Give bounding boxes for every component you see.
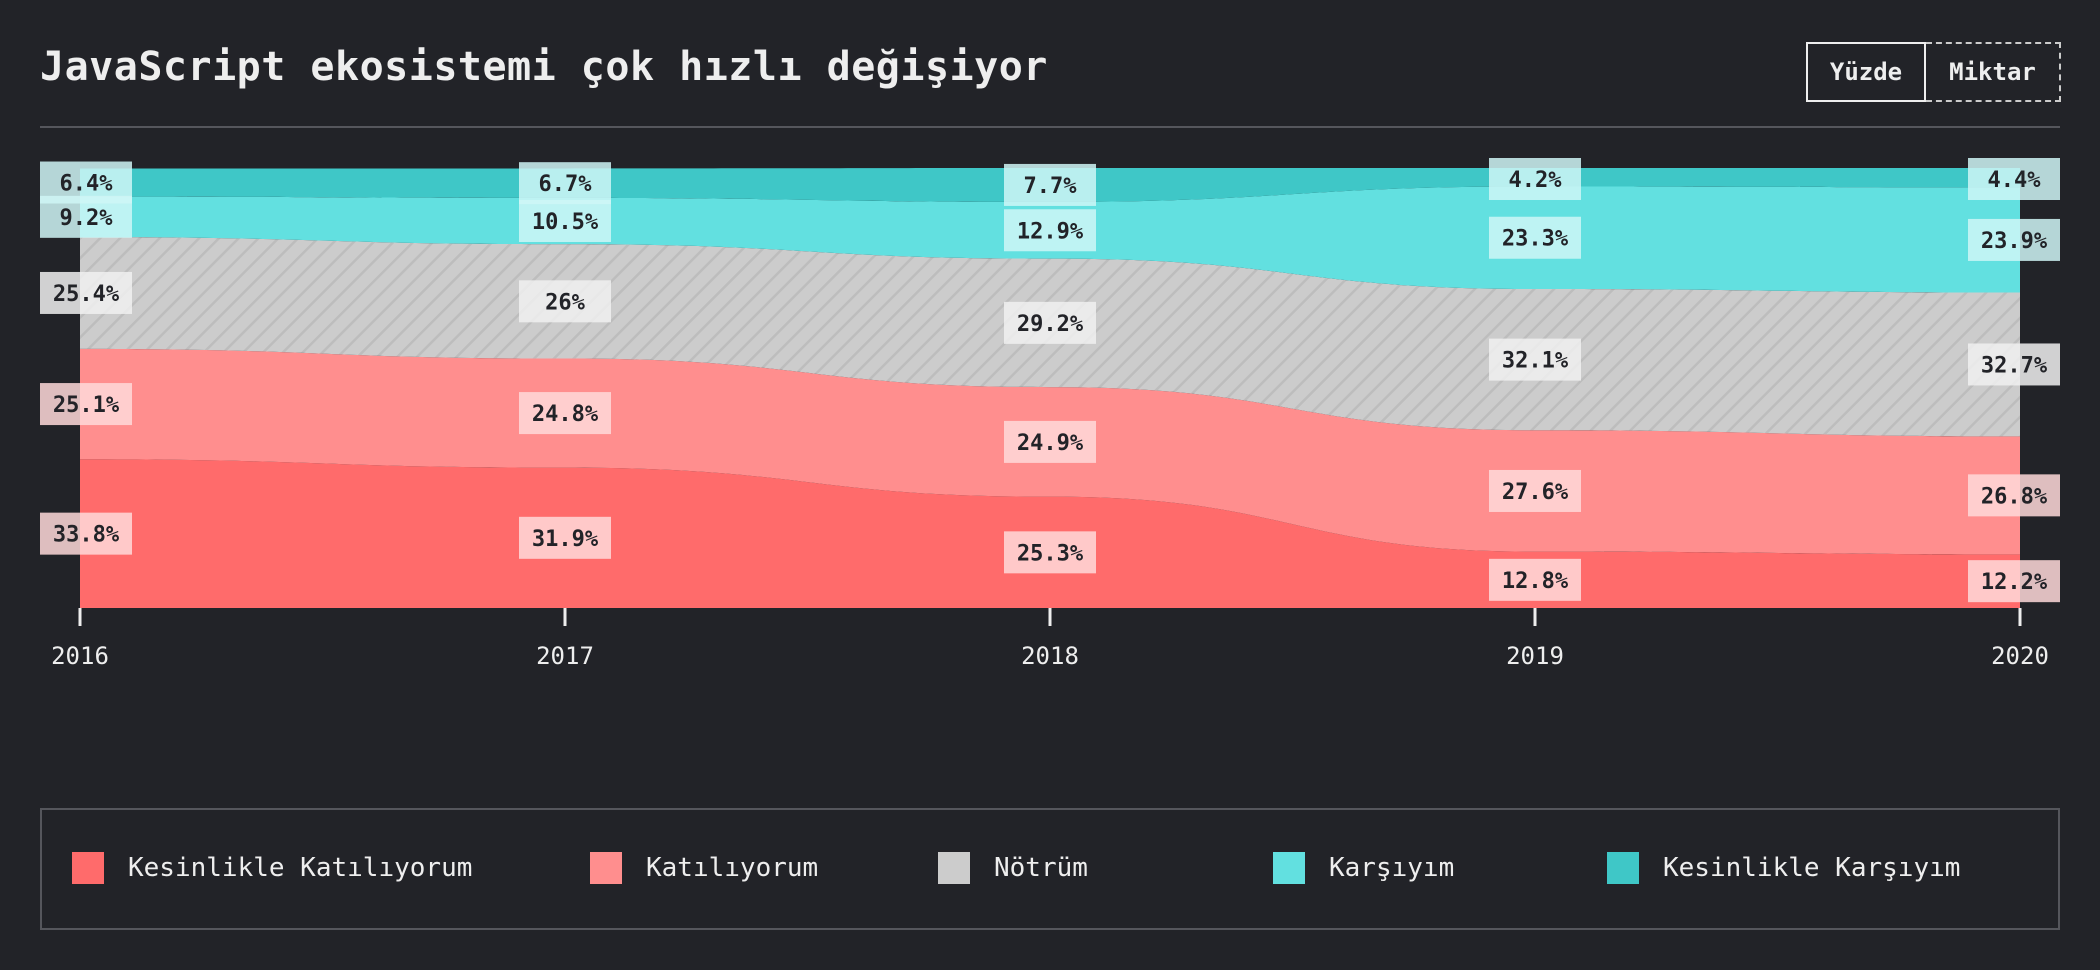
legend-swatch — [590, 852, 622, 884]
svg-text:4.2%: 4.2% — [1509, 168, 1563, 193]
data-label: 27.6% — [1489, 469, 1581, 512]
svg-text:24.9%: 24.9% — [1017, 431, 1084, 456]
chart-title: JavaScript ekosistemi çok hızlı değişiyo… — [40, 44, 1048, 90]
data-label: 4.2% — [1489, 158, 1581, 200]
data-label: 23.3% — [1489, 216, 1581, 259]
data-label: 25.1% — [40, 383, 132, 426]
x-tick-label: 2016 — [51, 642, 109, 670]
legend-item-notrum[interactable]: Nötrüm — [938, 852, 1088, 884]
legend-swatch — [72, 852, 104, 884]
x-tick-label: 2019 — [1506, 642, 1564, 670]
svg-text:4.4%: 4.4% — [1988, 168, 2042, 193]
legend-label: Karşıyım — [1329, 853, 1455, 883]
svg-text:10.5%: 10.5% — [532, 210, 599, 235]
x-tick-label: 2020 — [1991, 642, 2049, 670]
data-label: 4.4% — [1968, 158, 2060, 200]
data-label: 32.1% — [1489, 338, 1581, 381]
svg-text:31.9%: 31.9% — [532, 527, 599, 552]
svg-text:23.3%: 23.3% — [1502, 227, 1569, 252]
stacked-area-chart: 2016 2017 2018 2019 2020 33.8% 31.9% 25.3% 12.8… — [40, 158, 2060, 670]
svg-text:6.7%: 6.7% — [539, 172, 593, 197]
svg-text:12.2%: 12.2% — [1981, 570, 2048, 595]
data-label: 12.9% — [1004, 209, 1096, 252]
legend-label: Kesinlikle Katılıyorum — [128, 853, 473, 883]
data-label: 24.8% — [519, 392, 611, 435]
svg-text:12.9%: 12.9% — [1017, 219, 1084, 244]
percent-toggle-button[interactable]: Yüzde — [1806, 42, 1926, 102]
data-label: 7.7% — [1004, 163, 1096, 206]
svg-text:23.9%: 23.9% — [1981, 229, 2048, 254]
data-label: 33.8% — [40, 512, 132, 555]
view-toggle: Yüzde Miktar — [1806, 42, 2061, 102]
legend-label: Nötrüm — [994, 853, 1088, 883]
svg-text:25.4%: 25.4% — [53, 282, 120, 307]
svg-text:33.8%: 33.8% — [53, 523, 120, 548]
legend-label: Katılıyorum — [646, 853, 819, 883]
legend-swatch — [1273, 852, 1305, 884]
x-axis: 2016 2017 2018 2019 2020 — [51, 608, 2049, 670]
legend-item-kesinlikle-karsiyim[interactable]: Kesinlikle Karşıyım — [1607, 852, 1960, 884]
svg-text:24.8%: 24.8% — [532, 402, 599, 427]
data-label: 26.8% — [1968, 474, 2060, 517]
title-divider — [40, 126, 2060, 128]
data-label: 10.5% — [519, 200, 611, 243]
legend-label: Kesinlikle Karşıyım — [1663, 853, 1961, 883]
data-label: 12.2% — [1968, 560, 2060, 603]
svg-text:25.1%: 25.1% — [53, 393, 120, 418]
svg-text:32.7%: 32.7% — [1981, 353, 2048, 378]
data-label: 6.7% — [519, 162, 611, 205]
svg-text:12.8%: 12.8% — [1502, 569, 1569, 594]
svg-text:6.4%: 6.4% — [60, 172, 114, 197]
svg-text:25.3%: 25.3% — [1017, 541, 1084, 566]
data-label: 25.4% — [40, 271, 132, 314]
data-label: 12.8% — [1489, 558, 1581, 601]
svg-text:27.6%: 27.6% — [1502, 480, 1569, 505]
value-labels: 33.8% 31.9% 25.3% 12.8% 12.2% 25.1% 24.8% 24.9%… — [40, 158, 2060, 603]
svg-text:26%: 26% — [545, 290, 585, 315]
legend-item-kesinlikle-katiliyorum[interactable]: Kesinlikle Katılıyorum — [72, 852, 472, 884]
svg-text:9.2%: 9.2% — [60, 206, 114, 231]
data-label: 23.9% — [1968, 218, 2060, 261]
svg-text:32.1%: 32.1% — [1502, 349, 1569, 374]
data-label: 25.3% — [1004, 531, 1096, 574]
count-toggle-button[interactable]: Miktar — [1926, 42, 2061, 102]
data-label: 26% — [519, 280, 611, 323]
data-label: 31.9% — [519, 516, 611, 559]
x-tick-label: 2018 — [1021, 642, 1079, 670]
legend: Kesinlikle Katılıyorum Katılıyorum Nötrü… — [40, 808, 2060, 930]
data-label: 29.2% — [1004, 301, 1096, 344]
legend-swatch — [1607, 852, 1639, 884]
legend-item-karsiyim[interactable]: Karşıyım — [1273, 852, 1454, 884]
legend-swatch — [938, 852, 970, 884]
x-tick-label: 2017 — [536, 642, 594, 670]
svg-text:26.8%: 26.8% — [1981, 484, 2048, 509]
data-label: 24.9% — [1004, 420, 1096, 463]
svg-text:7.7%: 7.7% — [1024, 174, 1078, 199]
legend-item-katiliyorum[interactable]: Katılıyorum — [590, 852, 818, 884]
data-label: 32.7% — [1968, 343, 2060, 386]
svg-text:29.2%: 29.2% — [1017, 312, 1084, 337]
data-label: 6.4% — [40, 161, 132, 204]
